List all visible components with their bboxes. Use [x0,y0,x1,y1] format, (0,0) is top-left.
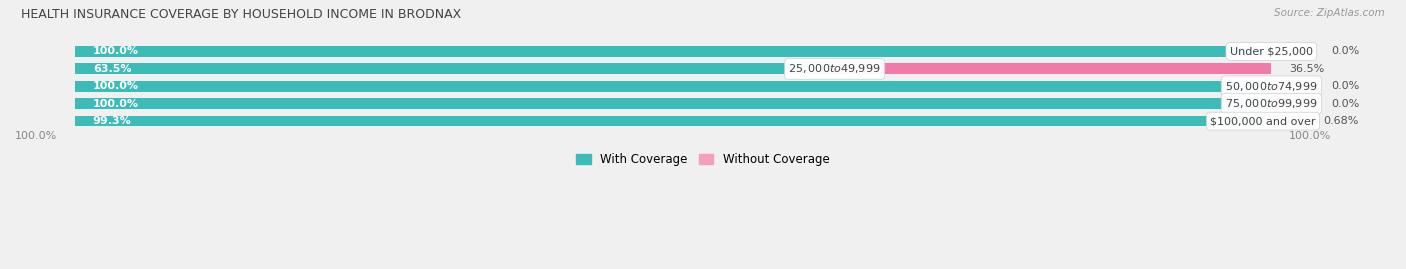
Bar [1271,46,1313,57]
Bar [75,116,1271,126]
Bar [1263,116,1305,126]
Bar [75,46,1271,57]
Bar [1271,98,1313,109]
Text: Source: ZipAtlas.com: Source: ZipAtlas.com [1274,8,1385,18]
Legend: With Coverage, Without Coverage: With Coverage, Without Coverage [572,148,834,171]
Text: 0.0%: 0.0% [1331,81,1360,91]
Text: 63.5%: 63.5% [93,64,131,74]
Bar [75,81,1271,92]
Text: 100.0%: 100.0% [93,47,139,56]
Text: $50,000 to $74,999: $50,000 to $74,999 [1225,80,1317,93]
Text: 100.0%: 100.0% [1289,131,1331,141]
Bar [75,116,1263,126]
Text: $100,000 and over: $100,000 and over [1211,116,1316,126]
Text: $25,000 to $49,999: $25,000 to $49,999 [789,62,882,75]
Text: 99.3%: 99.3% [93,116,132,126]
Text: 36.5%: 36.5% [1289,64,1324,74]
Bar [75,98,1271,109]
Bar [1271,81,1313,92]
Text: 0.0%: 0.0% [1331,99,1360,109]
Bar [75,81,1271,92]
Text: HEALTH INSURANCE COVERAGE BY HOUSEHOLD INCOME IN BRODNAX: HEALTH INSURANCE COVERAGE BY HOUSEHOLD I… [21,8,461,21]
Bar [75,63,1271,74]
Bar [75,98,1271,109]
Bar [75,63,835,74]
Text: Under $25,000: Under $25,000 [1230,47,1313,56]
Text: $75,000 to $99,999: $75,000 to $99,999 [1225,97,1317,110]
Text: 100.0%: 100.0% [93,81,139,91]
Bar [835,63,1271,74]
Text: 0.0%: 0.0% [1331,47,1360,56]
Text: 100.0%: 100.0% [93,99,139,109]
Bar [75,46,1271,57]
Text: 100.0%: 100.0% [15,131,58,141]
Text: 0.68%: 0.68% [1323,116,1358,126]
